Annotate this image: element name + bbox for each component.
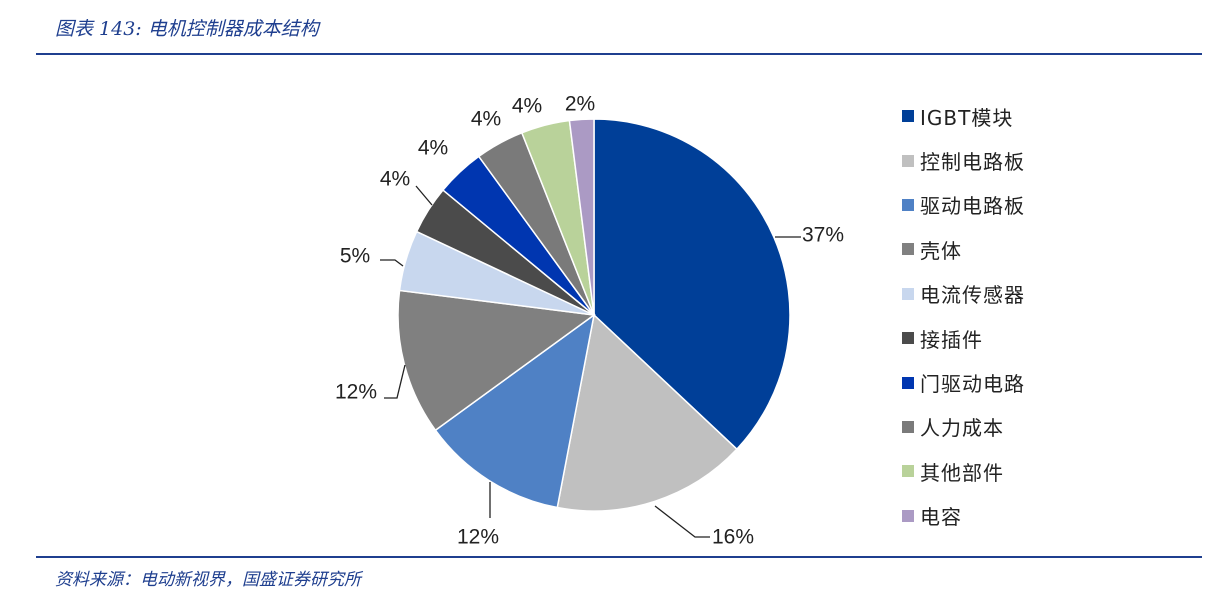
legend-swatch	[902, 243, 914, 256]
leader-line	[415, 185, 433, 206]
slice-label: 4%	[418, 137, 448, 160]
legend-item: 驱动电路板	[902, 183, 1025, 227]
source-note: 资料来源：电动新视界，国盛证券研究所	[55, 570, 361, 590]
legend-item: 其他部件	[902, 449, 1025, 493]
pie-slice	[568, 118, 595, 316]
leader-line	[384, 364, 406, 399]
legend-swatch	[902, 332, 914, 345]
slice-label: 5%	[340, 245, 370, 268]
legend-item: 接插件	[902, 316, 1025, 360]
bottom-rule	[36, 556, 1202, 558]
legend-label: 电容	[920, 505, 962, 530]
legend-label: 驱动电路板	[920, 194, 1025, 219]
legend-swatch	[902, 376, 914, 389]
legend-item: IGBT模块	[902, 94, 1025, 138]
legend-swatch	[902, 198, 914, 211]
legend-item: 门驱动电路	[902, 360, 1025, 404]
legend-swatch	[902, 110, 914, 123]
legend-label: 人力成本	[920, 416, 1004, 441]
leader-line	[654, 505, 710, 538]
slice-label: 37%	[802, 224, 844, 247]
pie-slice	[593, 118, 791, 451]
figure-title: 图表 143: 电机控制器成本结构	[55, 18, 319, 40]
pie-slice	[434, 313, 596, 509]
legend-swatch	[902, 509, 914, 522]
legend-label: 接插件	[920, 327, 983, 352]
slice-label: 12%	[335, 381, 377, 404]
pie-slice	[556, 313, 738, 512]
slice-label: 4%	[380, 168, 410, 191]
slice-label: 16%	[712, 526, 754, 549]
slice-label: 4%	[471, 108, 501, 131]
legend-swatch	[902, 154, 914, 167]
legend-swatch	[902, 420, 914, 433]
legend-label: 壳体	[920, 238, 962, 263]
top-rule	[36, 53, 1202, 55]
legend-swatch	[902, 465, 914, 478]
legend-label: IGBT模块	[920, 105, 1014, 130]
legend-label: 控制电路板	[920, 150, 1025, 175]
legend-label: 电流传感器	[920, 283, 1025, 308]
legend-item: 控制电路板	[902, 138, 1025, 182]
chart-legend: IGBT模块 控制电路板驱动电路板壳体电流传感器接插件门驱动电路人力成本其他部件电…	[902, 94, 1025, 538]
slice-label: 4%	[512, 95, 542, 118]
slice-label: 12%	[457, 526, 499, 549]
slice-label: 2%	[565, 93, 595, 116]
leader-line	[380, 259, 404, 267]
legend-item: 电容	[902, 494, 1025, 538]
pie-slice	[397, 289, 596, 432]
legend-item: 人力成本	[902, 405, 1025, 449]
legend-label: 门驱动电路	[920, 372, 1025, 397]
legend-swatch	[902, 287, 914, 300]
legend-item: 壳体	[902, 227, 1025, 271]
legend-label: 其他部件	[920, 460, 1004, 485]
legend-item: 电流传感器	[902, 272, 1025, 316]
